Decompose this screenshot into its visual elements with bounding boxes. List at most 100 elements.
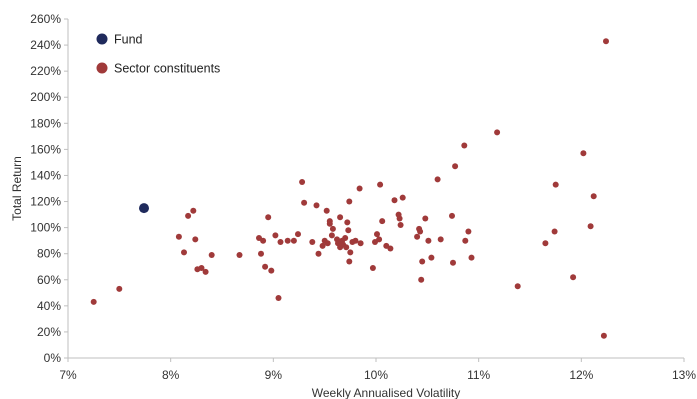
x-tick-label: 13% xyxy=(672,368,696,382)
sector-constituent-point xyxy=(175,233,182,240)
sector-constituent-point xyxy=(587,223,594,230)
sector-constituent-point xyxy=(494,129,501,136)
sector-constituent-point xyxy=(299,179,306,185)
sector-constituent-point xyxy=(346,198,353,205)
sector-constituent-point xyxy=(290,237,297,244)
sector-constituent-point xyxy=(397,222,404,228)
sector-constituent-point xyxy=(379,218,386,225)
sector-constituent-point xyxy=(419,258,426,265)
sector-constituent-point xyxy=(328,232,335,239)
sector-constituent-point xyxy=(272,232,279,239)
y-tick-label: 160% xyxy=(30,142,61,156)
sector-constituent-point xyxy=(377,181,384,188)
sector-constituent-point xyxy=(202,268,209,275)
x-axis-ticks: 7% 8% 9% 10% 11% 12% 13% xyxy=(59,358,696,382)
legend-label-fund: Fund xyxy=(114,33,143,47)
sector-constituent-point xyxy=(198,265,205,271)
sector-constituent-point xyxy=(399,194,406,201)
legend-marker-sector-constituents xyxy=(96,62,108,74)
sector-constituent-point xyxy=(396,215,403,222)
sector-constituent-point xyxy=(552,181,559,188)
y-tick-label: 60% xyxy=(37,273,61,287)
sector-constituent-point xyxy=(600,332,607,339)
sector-constituent-point xyxy=(369,265,376,271)
sector-constituent-point xyxy=(514,283,521,290)
x-tick-label: 7% xyxy=(59,368,77,382)
sector-constituent-point xyxy=(190,207,197,214)
x-tick-label: 12% xyxy=(569,368,593,382)
sector-constituent-point xyxy=(181,249,187,256)
sector-constituent-point xyxy=(352,237,359,244)
y-tick-label: 220% xyxy=(30,64,61,78)
x-axis-title: Weekly Annualised Volatility xyxy=(312,386,461,399)
sector-constituent-point xyxy=(192,236,199,243)
sector-constituent-point xyxy=(374,231,380,238)
y-tick-label: 240% xyxy=(30,38,61,52)
y-axis-ticks: 0% 20% 40% 60% 80% 100% 120% 140% 160% 180% 200% 22… xyxy=(30,12,68,365)
sector-constituent-point xyxy=(295,231,301,238)
y-axis-title: Total Return xyxy=(10,156,24,221)
sector-constituent-point xyxy=(262,263,269,270)
y-tick-label: 40% xyxy=(37,299,61,313)
sector-constituent-point xyxy=(437,236,444,243)
sector-constituent-point xyxy=(418,276,425,283)
sector-constituent-point xyxy=(376,236,383,243)
y-tick-label: 0% xyxy=(44,351,62,365)
y-tick-label: 260% xyxy=(30,12,61,26)
sector-constituent-point xyxy=(346,258,353,265)
legend: Fund Sector constituents xyxy=(96,33,220,76)
sector-constituent-point xyxy=(425,237,432,244)
sector-constituent-point xyxy=(208,252,215,258)
sector-constituent-point xyxy=(265,214,272,221)
fund-point xyxy=(139,203,149,214)
sector-constituent-point xyxy=(268,267,275,274)
sector-constituent-point xyxy=(449,212,455,219)
sector-constituent-point xyxy=(284,237,291,244)
x-tick-label: 11% xyxy=(467,368,490,382)
sector-constituent-point xyxy=(590,193,597,200)
y-tick-label: 80% xyxy=(37,247,61,261)
sector-constituent-point xyxy=(570,274,577,281)
sector-constituent-point xyxy=(324,240,331,247)
sector-constituent-point xyxy=(465,228,472,235)
data-points xyxy=(90,38,609,339)
sector-constituent-point xyxy=(185,212,192,219)
sector-constituent-point xyxy=(452,163,459,170)
y-tick-label: 120% xyxy=(30,195,61,209)
sector-constituent-point xyxy=(414,233,421,240)
y-tick-label: 20% xyxy=(37,325,61,339)
y-tick-label: 140% xyxy=(30,168,61,182)
sector-constituent-point xyxy=(275,295,282,301)
sector-constituent-point xyxy=(319,242,326,249)
legend-label-sector-constituents: Sector constituents xyxy=(114,62,220,76)
sector-constituent-point xyxy=(343,244,350,251)
sector-constituent-point xyxy=(236,252,243,258)
sector-constituent-point xyxy=(551,228,558,235)
sector-constituent-point xyxy=(580,150,587,157)
sector-constituent-point xyxy=(462,237,469,244)
x-tick-label: 8% xyxy=(162,368,180,382)
sector-constituent-point xyxy=(603,38,609,45)
y-tick-label: 100% xyxy=(30,221,61,235)
sector-constituent-point xyxy=(422,215,429,222)
sector-constituent-point xyxy=(326,218,333,225)
sector-constituent-point xyxy=(323,207,330,214)
y-tick-label: 200% xyxy=(30,90,61,104)
sector-constituent-point xyxy=(315,250,322,257)
sector-constituent-point xyxy=(90,298,97,305)
sector-constituent-point xyxy=(345,227,352,234)
sector-constituent-point xyxy=(428,254,435,261)
sector-constituent-point xyxy=(301,199,308,206)
sector-constituent-point xyxy=(357,240,364,247)
y-tick-label: 180% xyxy=(30,116,61,130)
sector-constituent-point xyxy=(337,214,344,221)
sector-constituent-point xyxy=(461,142,468,149)
x-tick-label: 9% xyxy=(265,368,283,382)
sector-constituent-point xyxy=(387,245,394,252)
sector-constituent-point xyxy=(313,202,320,209)
sector-constituent-point xyxy=(434,176,441,183)
sector-constituent-point xyxy=(450,259,456,266)
sector-constituent-point xyxy=(344,219,351,226)
sector-constituent-point xyxy=(347,249,354,256)
sector-constituent-point xyxy=(542,240,549,247)
